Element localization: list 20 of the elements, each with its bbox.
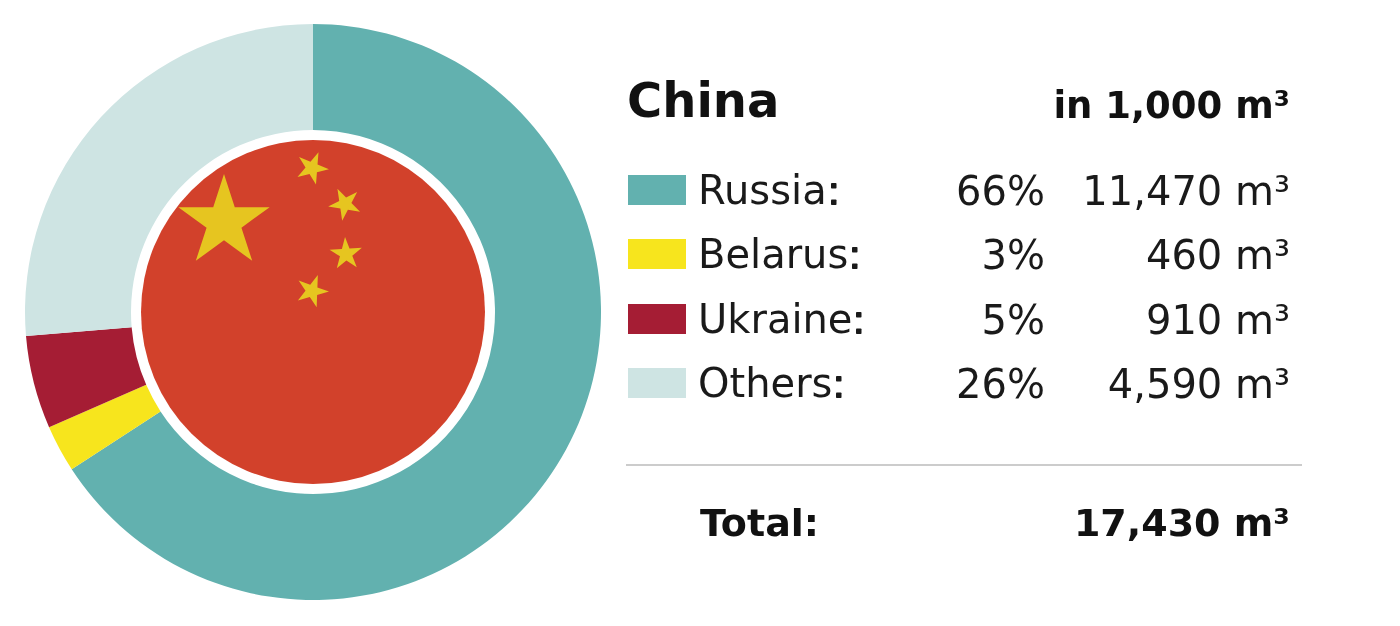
text: 66% <box>956 168 1045 214</box>
text: 17,430 m³ <box>1073 501 1290 545</box>
text: 5% <box>981 296 1045 343</box>
data-label: 910 m³ <box>1145 296 1290 343</box>
donut-slice <box>49 384 161 470</box>
data-label: 11,470 m³ <box>1082 168 1290 214</box>
text: China <box>627 72 780 128</box>
text: 3% <box>981 232 1045 279</box>
data-label: 460 m³ <box>1145 232 1290 279</box>
donut-slice <box>25 24 313 337</box>
donut-slice <box>71 24 601 600</box>
data-label: 4,590 m³ <box>1107 360 1290 407</box>
text: 26% <box>956 360 1045 407</box>
legend-label: Ukraine <box>698 295 853 342</box>
text: in 1,000 m³ <box>1053 84 1290 127</box>
legend-label: Others <box>698 359 833 406</box>
legend-label: Belarus <box>698 231 849 278</box>
legend-label: Russia <box>698 167 827 213</box>
text: Total: <box>700 501 820 545</box>
donut-slice <box>26 327 147 428</box>
